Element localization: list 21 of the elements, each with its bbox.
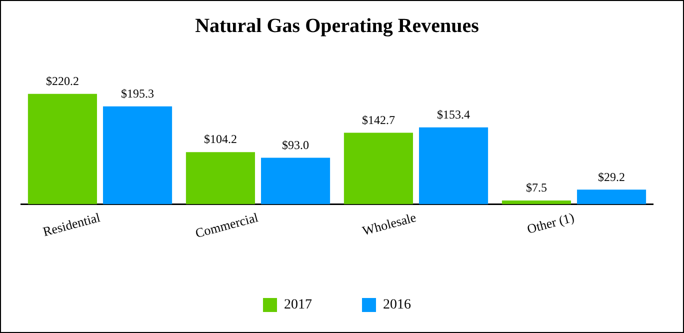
x-tick-label: Wholesale <box>360 209 418 238</box>
data-label: $220.2 <box>46 74 79 88</box>
x-tick-label: Other (1) <box>525 210 576 236</box>
bar <box>577 190 646 204</box>
data-label: $153.4 <box>437 108 470 122</box>
bar <box>344 132 413 204</box>
data-label: $142.7 <box>362 112 395 127</box>
bar <box>186 152 255 204</box>
chart-title: Natural Gas Operating Revenues <box>195 15 480 38</box>
bar <box>419 127 488 204</box>
data-label: $104.2 <box>204 132 237 146</box>
legend-label: 2016 <box>383 298 411 313</box>
bar <box>103 106 172 204</box>
data-label: $29.2 <box>598 170 626 184</box>
data-label: $93.0 <box>282 138 310 152</box>
data-label: $195.3 <box>121 86 154 101</box>
data-label: $7.5 <box>526 180 547 195</box>
bar <box>28 94 97 204</box>
legend-label: 2017 <box>284 298 312 313</box>
bar <box>261 158 330 204</box>
bar <box>502 200 571 204</box>
